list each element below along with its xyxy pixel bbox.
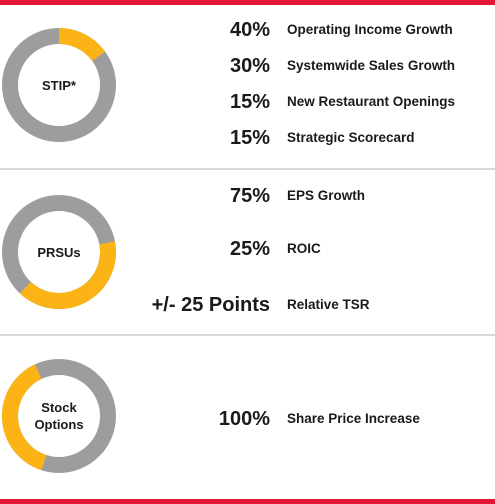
stip-metric-operating-income: Operating Income Growth — [287, 22, 453, 37]
prsu-metric-eps-growth: EPS Growth — [287, 188, 366, 203]
stip-donut-svg — [2, 28, 116, 142]
stip-metric-systemwide-sales: Systemwide Sales Growth — [287, 58, 456, 73]
prsu-row-roic: 25% ROIC — [120, 236, 492, 262]
stock-options-metric-share-price: Share Price Increase — [287, 411, 420, 426]
stip-weight-operating-income: 40% — [229, 19, 270, 41]
stip-weight-strategic-scorecard: 15% — [229, 127, 270, 149]
prsu-donut-highlight-arc — [19, 241, 116, 309]
stip-weight-systemwide-sales: 30% — [229, 55, 270, 77]
prsu-weight-relative-tsr: +/- 25 Points — [151, 294, 270, 316]
prsu-donut-svg — [2, 195, 116, 309]
prsu-donut-chart: PRSUs — [1, 194, 117, 310]
bottom-frame-bar — [0, 499, 495, 504]
stip-metric-new-restaurants: New Restaurant Openings — [287, 94, 456, 109]
section-divider-1 — [0, 168, 495, 170]
stock-options-row-share-price: 100% Share Price Increase — [120, 406, 492, 432]
stip-donut-highlight-arc — [58, 28, 106, 62]
stock-options-center-label: Stock Options — [34, 400, 84, 432]
stip-row-strategic-scorecard: 15% Strategic Scorecard — [120, 125, 492, 151]
stock-options-donut-svg — [2, 359, 116, 473]
stip-donut-chart: STIP* — [1, 27, 117, 143]
section-divider-2 — [0, 334, 495, 336]
stip-metric-strategic-scorecard: Strategic Scorecard — [287, 130, 415, 145]
prsu-metric-roic: ROIC — [287, 241, 321, 256]
prsu-center-label: PRSUs — [37, 244, 81, 260]
prsu-weight-eps-growth: 75% — [229, 185, 270, 207]
top-frame-bar — [0, 0, 495, 5]
prsu-metric-relative-tsr: Relative TSR — [287, 297, 370, 312]
prsu-weight-roic: 25% — [229, 238, 270, 260]
stip-row-new-restaurants: 15% New Restaurant Openings — [120, 89, 492, 115]
stock-options-weight-share-price: 100% — [218, 408, 270, 430]
prsu-row-relative-tsr: +/- 25 Points Relative TSR — [120, 292, 492, 318]
stip-section: STIP* 40% Operating Income Growth 30% Sy… — [0, 5, 495, 168]
stock-options-donut-chart: Stock Options — [1, 358, 117, 474]
stip-center-label: STIP* — [42, 77, 76, 93]
stip-row-systemwide-sales: 30% Systemwide Sales Growth — [120, 53, 492, 79]
stock-options-donut-highlight-arc — [2, 364, 47, 471]
prsu-row-eps-growth: 75% EPS Growth — [120, 183, 492, 209]
stip-weight-new-restaurants: 15% — [229, 91, 270, 113]
stip-row-operating-income: 40% Operating Income Growth — [120, 17, 492, 43]
prsu-section: PRSUs 75% EPS Growth 25% ROIC +/- 25 Poi… — [0, 170, 495, 334]
stock-options-section: Stock Options 100% Share Price Increase — [0, 336, 495, 499]
